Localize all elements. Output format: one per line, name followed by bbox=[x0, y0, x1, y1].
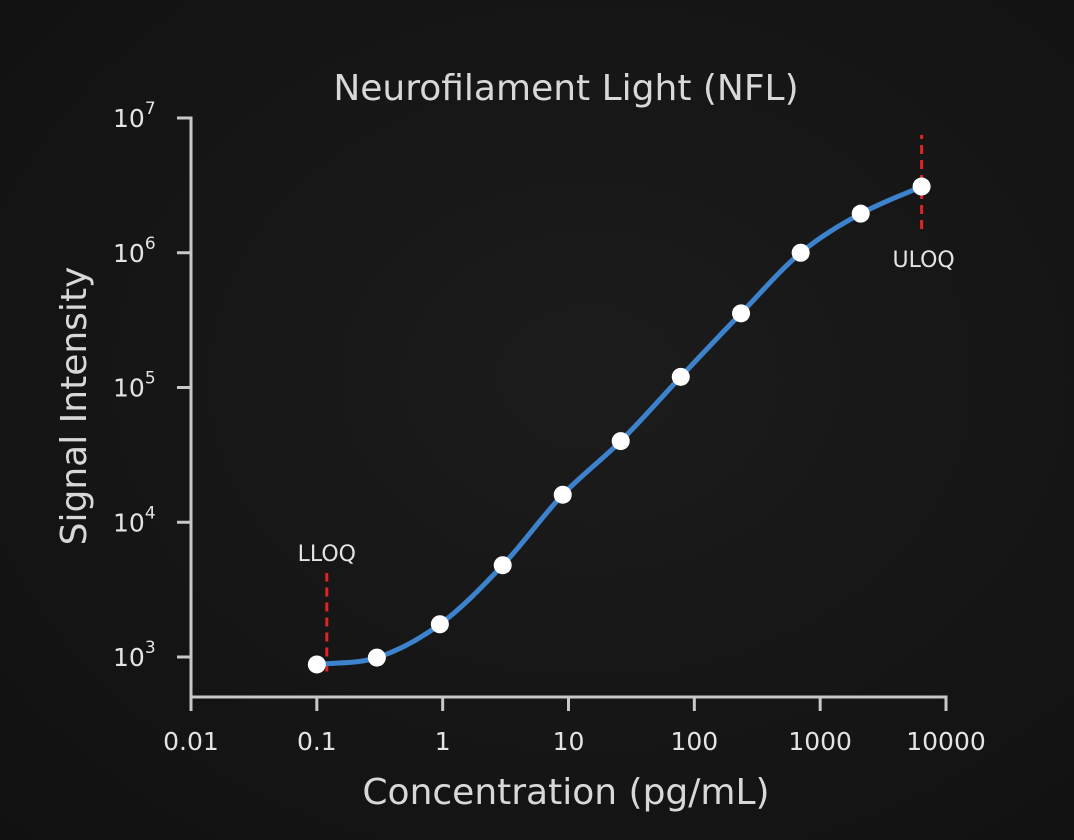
x-axis-label: Concentration (pg/mL) bbox=[362, 772, 769, 813]
x-tick-label: 1 bbox=[435, 727, 451, 756]
y-tick-exponent: 6 bbox=[145, 234, 156, 254]
x-tick-label: 0.1 bbox=[297, 727, 337, 756]
y-tick-label: 107 bbox=[113, 99, 156, 133]
data-point bbox=[553, 485, 572, 504]
data-point bbox=[671, 367, 690, 386]
x-tick-label: 100 bbox=[670, 727, 718, 756]
annotation-lines bbox=[325, 134, 924, 672]
y-tick-exponent: 4 bbox=[145, 503, 156, 523]
chart-title: Neurofilament Light (NFL) bbox=[333, 68, 798, 109]
data-point bbox=[851, 204, 870, 223]
series-line bbox=[314, 184, 925, 667]
y-tick-base: 10 bbox=[113, 508, 145, 537]
x-tick-label: 0.01 bbox=[163, 727, 219, 756]
x-tick-label: 1000 bbox=[788, 727, 852, 756]
data-point bbox=[493, 556, 512, 575]
y-tick-base: 10 bbox=[113, 374, 145, 403]
x-tick-label: 10000 bbox=[906, 727, 986, 756]
y-tick-exponent: 5 bbox=[145, 369, 156, 389]
y-axis-label: Signal Intensity bbox=[54, 267, 95, 546]
y-tick-label: 103 bbox=[113, 638, 156, 672]
series-points bbox=[307, 177, 931, 674]
data-point bbox=[430, 615, 449, 634]
data-point bbox=[791, 243, 810, 262]
data-point bbox=[367, 648, 386, 667]
annotation-labels: LLOQ ULOQ bbox=[298, 248, 955, 567]
data-point bbox=[611, 432, 630, 451]
annotation-label-lloq: LLOQ bbox=[298, 542, 356, 567]
annotation-label-uloq: ULOQ bbox=[893, 248, 955, 273]
x-ticks: 0.01 0.1 1 10 100 1000 10000 bbox=[163, 697, 986, 756]
data-point bbox=[732, 304, 751, 323]
y-tick-label: 106 bbox=[113, 234, 156, 268]
y-tick-base: 10 bbox=[113, 239, 145, 268]
y-tick-base: 10 bbox=[113, 104, 145, 133]
y-tick-exponent: 3 bbox=[145, 638, 156, 658]
y-tick-label: 105 bbox=[113, 369, 156, 403]
data-point bbox=[912, 177, 931, 196]
series-lines bbox=[314, 184, 925, 667]
x-tick-label: 10 bbox=[553, 727, 585, 756]
y-tick-exponent: 7 bbox=[145, 99, 156, 119]
data-point bbox=[307, 655, 326, 674]
y-tick-label: 104 bbox=[113, 503, 156, 537]
y-tick-base: 10 bbox=[113, 643, 145, 672]
